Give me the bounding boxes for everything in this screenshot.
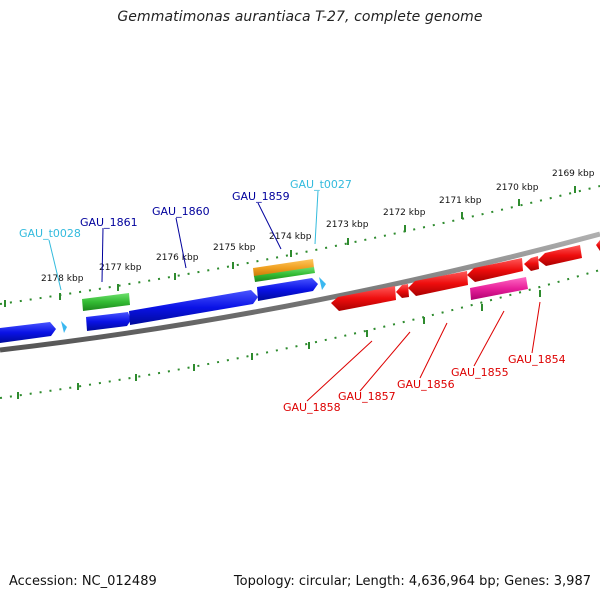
rrna-green-feature[interactable] (254, 267, 315, 282)
cds-reverse-arrow[interactable] (524, 256, 539, 271)
leader-line (419, 322, 448, 379)
trna-forward-arrow[interactable] (319, 277, 326, 290)
tick-label: 2174 kbp (269, 232, 312, 242)
label-leader-lines (48, 190, 541, 402)
gene-label-reverse[interactable]: GAU_1854 (508, 353, 566, 366)
scale-tick-labels: 2178 kbp 2177 kbp 2176 kbp 2175 kbp 2174… (41, 169, 595, 284)
leader-line (175, 217, 187, 269)
cds-forward-arrow[interactable] (129, 290, 258, 325)
tick-label: 2169 kbp (552, 169, 595, 179)
leader-line (306, 340, 373, 402)
gene-label-reverse[interactable]: GAU_1858 (283, 401, 341, 414)
cds-reverse-arrow[interactable] (331, 286, 396, 311)
gene-label-forward[interactable]: GAU_1860 (152, 205, 210, 218)
leader-line (473, 310, 505, 367)
genome-stats-text: Topology: circular; Length: 4,636,964 bp… (233, 574, 591, 589)
gene-label-forward[interactable]: GAU_1859 (232, 190, 290, 203)
leader-line (531, 301, 541, 354)
forward-strand-features (0, 259, 326, 343)
reverse-strand-features (331, 240, 600, 311)
cds-forward-arrow[interactable] (257, 278, 318, 301)
cds-forward-arrow[interactable] (0, 322, 56, 343)
rrna-orange-feature[interactable] (253, 259, 314, 277)
cds-reverse-arrow[interactable] (396, 284, 409, 298)
gene-label-reverse[interactable]: GAU_1857 (338, 390, 396, 403)
gene-label-reverse[interactable]: GAU_1856 (397, 378, 455, 391)
gene-label-trna[interactable]: GAU_t0028 (19, 227, 81, 240)
leader-line (314, 190, 319, 245)
scale-major-ticks-upper (4, 186, 576, 307)
pink-feature[interactable] (470, 277, 528, 300)
map-title: Gemmatimonas aurantiaca T-27, complete g… (117, 9, 483, 25)
gene-label-forward[interactable]: GAU_1861 (80, 216, 138, 229)
gene-label-trna[interactable]: GAU_t0027 (290, 178, 352, 191)
rrna-green-feature[interactable] (82, 293, 130, 311)
cds-forward-arrow[interactable] (86, 312, 131, 331)
tick-label: 2172 kbp (383, 208, 426, 218)
tick-label: 2173 kbp (326, 220, 369, 230)
tick-label: 2170 kbp (496, 183, 539, 193)
gene-label-reverse[interactable]: GAU_1855 (451, 366, 509, 379)
scale-major-ticks-lower (17, 290, 541, 399)
leader-line (101, 227, 104, 283)
cds-reverse-arrow[interactable] (538, 245, 582, 266)
cds-reverse-arrow[interactable] (408, 271, 468, 296)
tick-label: 2176 kbp (156, 253, 199, 263)
tick-label: 2175 kbp (213, 243, 256, 253)
cds-reverse-arrow[interactable] (467, 258, 523, 282)
genome-backbone (0, 231, 600, 353)
leader-line (48, 239, 62, 291)
cds-reverse-arrow[interactable] (596, 240, 600, 251)
tick-label: 2171 kbp (439, 196, 482, 206)
tick-label: 2178 kbp (41, 274, 84, 284)
accession-text: Accession: NC_012489 (9, 574, 157, 589)
gene-labels: GAU_t0028 GAU_1861 GAU_1860 GAU_1859 GAU… (19, 178, 566, 414)
tick-label: 2177 kbp (99, 263, 142, 273)
trna-forward-arrow[interactable] (61, 321, 67, 333)
leader-line (257, 202, 282, 250)
leader-line (359, 331, 411, 392)
